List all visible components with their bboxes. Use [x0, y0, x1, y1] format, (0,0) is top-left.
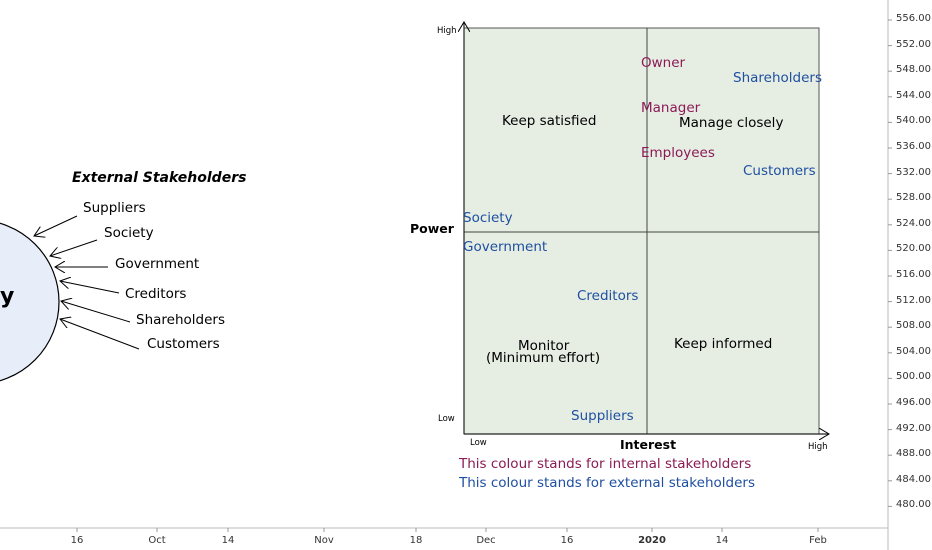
price-label: 500.00 [896, 371, 931, 383]
price-label: 512.00 [896, 294, 931, 306]
stakeholder-suppliers: Suppliers [83, 200, 146, 216]
time-label: 16 [560, 535, 574, 546]
stakeholder-government: Government [115, 256, 200, 272]
internal-manager: Manager [641, 100, 701, 116]
external-suppliers: Suppliers [571, 408, 634, 424]
quadrant-manage-closely: Manage closely [679, 115, 784, 131]
external-stakeholders-title: External Stakeholders [72, 170, 247, 186]
internal-employees: Employees [641, 145, 715, 161]
stakeholder-circle [0, 222, 60, 382]
price-label: 480.00 [896, 499, 931, 511]
stakeholder-shareholders: Shareholders [136, 312, 225, 328]
legend-external: This colour stands for external stakehol… [459, 475, 755, 491]
external-shareholders: Shareholders [733, 70, 822, 86]
arrow-customers [60, 319, 140, 350]
arrow-suppliers [34, 215, 78, 236]
time-label: 16 [70, 535, 84, 546]
time-label: 2020 [638, 535, 666, 546]
price-label: 496.00 [896, 397, 931, 408]
price-label: 516.00 [896, 269, 931, 280]
y-axis-title: Power [410, 221, 454, 236]
x-high-label: High [808, 442, 828, 452]
time-label: Nov [314, 535, 334, 546]
y-high-label: High [437, 26, 457, 36]
price-label: 488.00 [896, 448, 931, 460]
arrow-society [50, 239, 98, 256]
quadrant-minimum-effort: (Minimum effort) [486, 350, 601, 366]
y-low-label: Low [438, 414, 455, 424]
external-creditors: Creditors [577, 288, 639, 304]
price-label: 524.00 [896, 217, 931, 229]
arrow-creditors [60, 281, 120, 294]
legend-internal: This colour stands for internal stakehol… [459, 456, 752, 472]
x-low-label: Low [470, 438, 487, 448]
time-label: 14 [715, 535, 729, 546]
price-label: 532.00 [896, 166, 931, 178]
price-label: 504.00 [896, 345, 931, 357]
price-label: 552.00 [896, 38, 931, 50]
price-label: 548.00 [896, 64, 931, 76]
time-label: Oct [148, 535, 166, 546]
circle-letter: y [0, 284, 15, 309]
time-label: Dec [476, 535, 496, 546]
arrow-shareholders [61, 301, 131, 323]
quadrant-keep-satisfied: Keep satisfied [502, 113, 597, 129]
time-label: Feb [809, 535, 827, 546]
time-label: 18 [409, 535, 423, 546]
stakeholder-society: Society [104, 225, 154, 241]
price-label: 484.00 [896, 473, 931, 485]
price-label: 508.00 [896, 320, 931, 332]
price-label: 540.00 [896, 115, 931, 127]
price-label: 528.00 [896, 192, 931, 204]
price-label: 536.00 [896, 141, 931, 152]
external-customers: Customers [743, 163, 816, 179]
quadrant-monitor: Monitor [518, 338, 570, 354]
stakeholder-creditors: Creditors [125, 286, 187, 302]
internal-owner: Owner [641, 55, 686, 71]
power-interest-grid [463, 27, 820, 435]
price-label: 556.00 [896, 13, 931, 24]
external-society: Society [463, 210, 513, 226]
price-label: 544.00 [896, 89, 931, 101]
quadrant-keep-informed: Keep informed [674, 336, 773, 352]
x-axis-title: Interest [620, 437, 677, 452]
stakeholder-customers: Customers [147, 336, 220, 352]
external-government: Government [463, 239, 548, 255]
time-label: 14 [221, 535, 235, 546]
price-label: 520.00 [896, 243, 931, 255]
price-label: 492.00 [896, 422, 931, 434]
